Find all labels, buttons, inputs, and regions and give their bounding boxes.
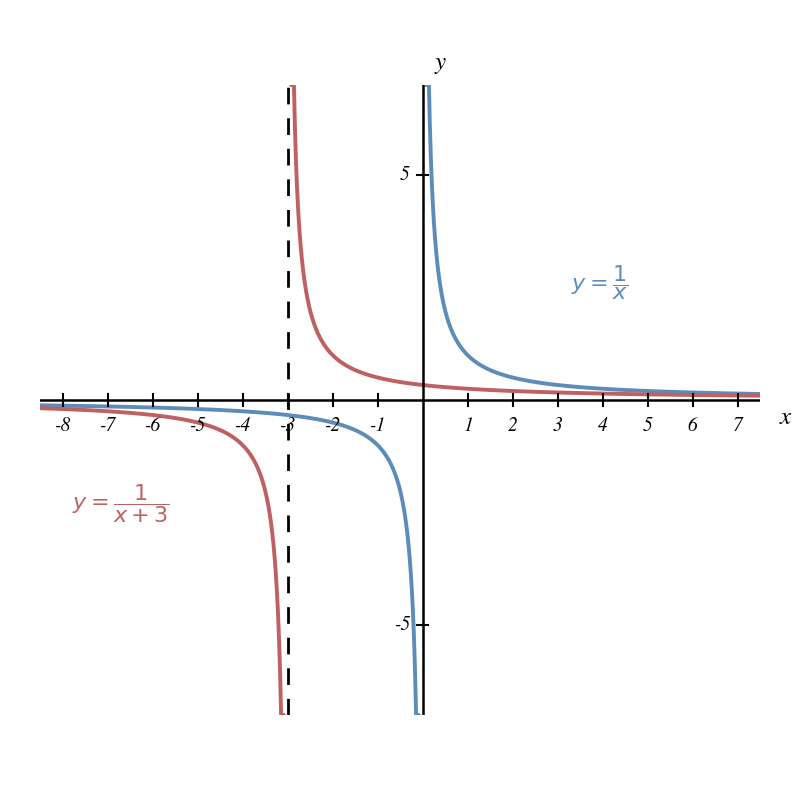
Text: 6: 6: [688, 417, 698, 435]
Text: -6: -6: [144, 417, 161, 435]
Text: x: x: [779, 407, 790, 429]
Text: -3: -3: [279, 417, 296, 435]
Text: 5: 5: [400, 166, 410, 184]
Text: 5: 5: [642, 417, 652, 435]
Text: -4: -4: [234, 417, 250, 435]
Text: $y = \dfrac{1}{x+3}$: $y = \dfrac{1}{x+3}$: [71, 482, 169, 525]
Text: 2: 2: [508, 417, 518, 435]
Text: y: y: [435, 51, 446, 74]
Text: 7: 7: [733, 417, 742, 435]
Text: -1: -1: [370, 417, 386, 435]
Text: -5: -5: [190, 417, 206, 435]
Text: 1: 1: [462, 417, 472, 435]
Text: $y = \dfrac{1}{x}$: $y = \dfrac{1}{x}$: [571, 263, 628, 302]
Text: -7: -7: [99, 417, 116, 435]
Text: 3: 3: [553, 417, 562, 435]
Text: -8: -8: [54, 417, 70, 435]
Text: 4: 4: [598, 417, 607, 435]
Text: -2: -2: [324, 417, 341, 435]
Text: -5: -5: [394, 616, 410, 634]
